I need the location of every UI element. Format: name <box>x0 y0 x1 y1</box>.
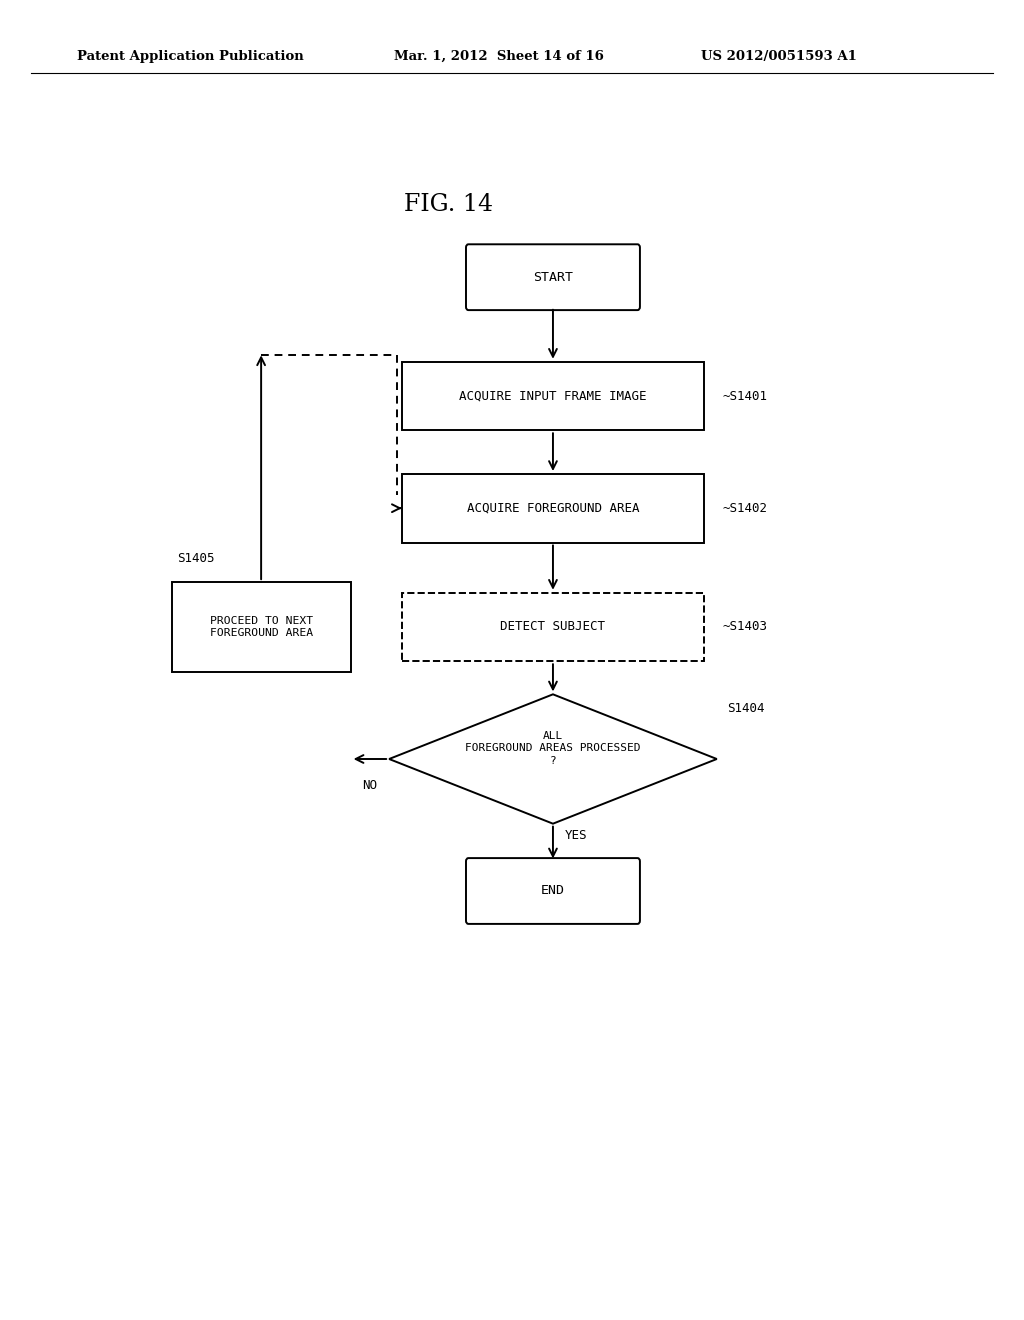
Bar <box>402 593 705 661</box>
Polygon shape <box>389 694 717 824</box>
Text: Mar. 1, 2012  Sheet 14 of 16: Mar. 1, 2012 Sheet 14 of 16 <box>394 50 604 63</box>
Text: NO: NO <box>362 779 378 792</box>
Text: ALL
FOREGROUND AREAS PROCESSED
?: ALL FOREGROUND AREAS PROCESSED ? <box>465 731 641 766</box>
Bar <box>402 362 705 430</box>
Text: S1404: S1404 <box>727 702 765 715</box>
Text: START: START <box>532 271 573 284</box>
Text: S1405: S1405 <box>177 552 214 565</box>
Bar <box>402 474 705 543</box>
Bar <box>172 582 350 672</box>
Text: US 2012/0051593 A1: US 2012/0051593 A1 <box>701 50 857 63</box>
Text: ACQUIRE INPUT FRAME IMAGE: ACQUIRE INPUT FRAME IMAGE <box>459 389 647 403</box>
Text: Patent Application Publication: Patent Application Publication <box>77 50 303 63</box>
FancyBboxPatch shape <box>466 244 640 310</box>
Text: END: END <box>541 884 565 898</box>
Text: DETECT SUBJECT: DETECT SUBJECT <box>501 620 605 634</box>
Text: YES: YES <box>565 829 588 842</box>
Text: ~S1403: ~S1403 <box>723 620 767 634</box>
Text: ~S1401: ~S1401 <box>723 389 767 403</box>
FancyBboxPatch shape <box>466 858 640 924</box>
Text: FIG. 14: FIG. 14 <box>404 193 494 216</box>
Text: ACQUIRE FOREGROUND AREA: ACQUIRE FOREGROUND AREA <box>467 502 639 515</box>
Text: ~S1402: ~S1402 <box>723 502 767 515</box>
Text: PROCEED TO NEXT
FOREGROUND AREA: PROCEED TO NEXT FOREGROUND AREA <box>210 615 312 639</box>
